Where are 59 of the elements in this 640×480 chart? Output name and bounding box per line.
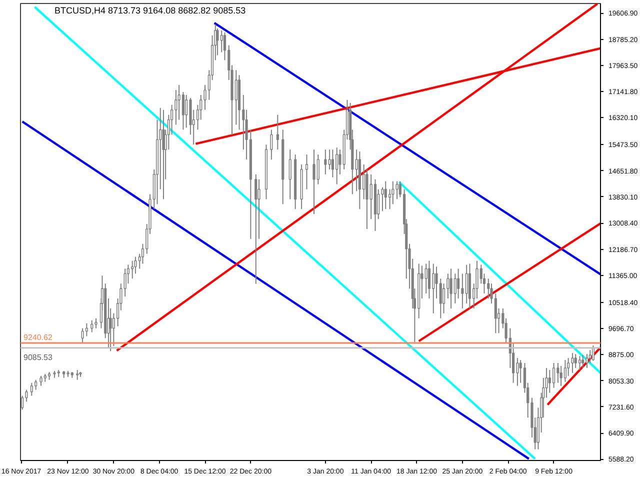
candlestick bbox=[560, 365, 562, 386]
candlestick bbox=[461, 273, 464, 309]
candlestick bbox=[270, 129, 273, 160]
candlestick bbox=[305, 154, 308, 190]
candlestick bbox=[336, 147, 338, 185]
candlestick bbox=[174, 89, 178, 126]
candlestick bbox=[216, 28, 219, 56]
candlestick bbox=[331, 149, 334, 178]
candlestick bbox=[124, 268, 126, 297]
candlestick bbox=[288, 149, 292, 200]
candlestick bbox=[578, 356, 582, 370]
candlestick bbox=[21, 395, 24, 410]
candlestick bbox=[94, 318, 98, 329]
candlestick bbox=[396, 180, 398, 200]
candlestick bbox=[30, 382, 33, 396]
chart-title: BTCUSD,H4 8713.73 9164.08 8682.82 9085.53 bbox=[54, 6, 246, 16]
candlestick bbox=[85, 322, 88, 337]
candlestick bbox=[384, 180, 387, 210]
candlestick bbox=[574, 354, 577, 368]
candlestick bbox=[312, 149, 316, 215]
candlestick bbox=[40, 375, 42, 386]
candlestick bbox=[76, 369, 79, 380]
candlestick bbox=[586, 354, 588, 368]
candlestick bbox=[424, 263, 428, 294]
candlestick bbox=[370, 174, 372, 220]
candlestick bbox=[178, 84, 180, 120]
candlestick bbox=[428, 260, 431, 299]
candlestick bbox=[432, 263, 435, 314]
candlestick bbox=[392, 180, 394, 205]
ref-line-label: 9240.62 bbox=[24, 333, 53, 342]
ref-line-label: 9085.53 bbox=[24, 352, 53, 362]
candlestick bbox=[456, 268, 460, 299]
candlestick bbox=[220, 30, 223, 53]
candlestick bbox=[556, 362, 560, 384]
candlestick bbox=[185, 94, 188, 128]
candlestick bbox=[324, 149, 327, 175]
candlestick bbox=[90, 320, 94, 333]
candlestick bbox=[254, 174, 258, 284]
candlestick bbox=[552, 362, 556, 388]
candlestick bbox=[34, 379, 38, 390]
candlestick bbox=[81, 328, 84, 344]
candlestick bbox=[182, 91, 185, 130]
candlestick bbox=[571, 352, 574, 374]
candlestick bbox=[131, 260, 134, 280]
candlestick bbox=[328, 149, 331, 170]
candlestick bbox=[234, 70, 238, 126]
candlestick bbox=[276, 114, 279, 150]
candlestick bbox=[588, 350, 592, 364]
candlestick bbox=[548, 369, 551, 394]
candlestick bbox=[355, 149, 358, 192]
candlestick bbox=[381, 186, 384, 212]
candlestick bbox=[465, 264, 468, 304]
candlestick bbox=[258, 178, 260, 240]
candlestick bbox=[162, 109, 165, 200]
candlestick bbox=[134, 256, 137, 274]
candlestick bbox=[450, 268, 452, 309]
candlestick bbox=[316, 154, 320, 185]
candlestick bbox=[582, 354, 584, 368]
candlestick bbox=[564, 360, 567, 382]
